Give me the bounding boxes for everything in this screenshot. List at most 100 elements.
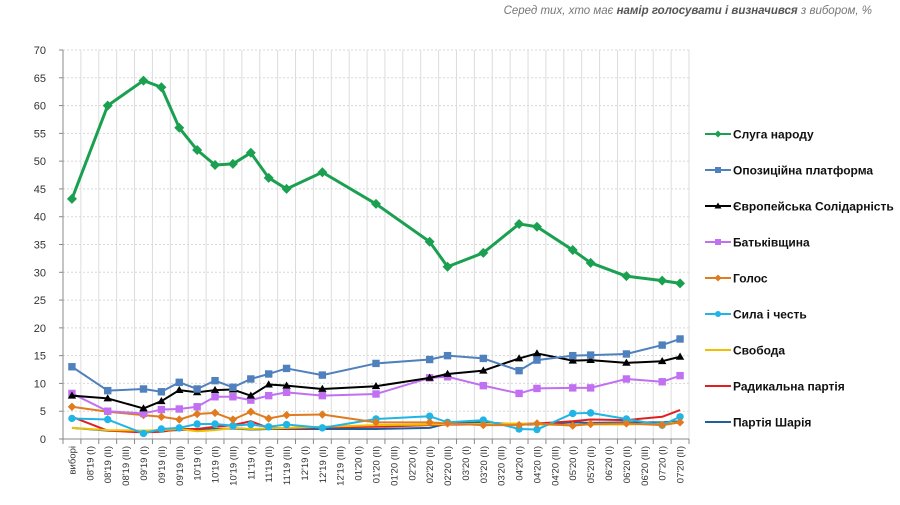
data-point — [67, 391, 77, 399]
data-point — [675, 352, 685, 360]
x-tick-label: 04'20 (II) — [532, 446, 543, 483]
legend-marker — [714, 202, 722, 209]
data-point — [318, 424, 327, 432]
data-point — [657, 357, 667, 365]
data-point — [568, 356, 577, 364]
data-point — [514, 218, 525, 229]
data-point — [371, 418, 381, 427]
data-point — [479, 420, 488, 430]
data-point — [657, 420, 667, 430]
legend-label: Сила і честь — [733, 308, 807, 322]
data-point — [138, 75, 149, 86]
data-point — [658, 378, 666, 386]
data-point — [227, 158, 238, 169]
data-point — [102, 100, 113, 111]
data-point — [371, 382, 381, 390]
y-tick-label: 60 — [34, 101, 46, 113]
x-tick-label: 10'19 (I) — [193, 446, 204, 481]
data-point — [263, 172, 274, 183]
x-tick-label: 01'20 (I) — [354, 446, 365, 481]
data-point — [175, 378, 183, 387]
data-point — [479, 381, 488, 390]
legend-label: Радикальна партія — [733, 380, 845, 394]
x-tick-label: 07'20 (II) — [676, 446, 687, 483]
legend-label: Європейська Солідарність — [733, 200, 894, 214]
data-point — [586, 384, 595, 392]
data-point — [193, 385, 201, 393]
data-point — [425, 412, 434, 420]
x-tick-label: 01'20 (II) — [372, 446, 383, 483]
data-point — [622, 358, 631, 366]
data-point — [514, 420, 524, 430]
data-point — [533, 425, 541, 434]
data-point — [478, 247, 489, 258]
data-point — [676, 371, 684, 380]
data-point — [229, 383, 237, 392]
x-tick-label: 08'19 (I) — [85, 446, 96, 481]
data-point — [68, 363, 76, 371]
data-point — [282, 420, 291, 429]
data-point — [425, 355, 434, 364]
data-point — [264, 391, 273, 400]
data-point — [443, 351, 452, 360]
y-tick-label: 25 — [34, 295, 46, 307]
data-point — [318, 410, 327, 419]
data-point — [318, 371, 327, 379]
x-tick-label: 03'20 (II) — [479, 446, 490, 483]
data-point — [479, 354, 488, 363]
x-tick-label: виборі — [67, 446, 78, 474]
y-tick-label: 35 — [34, 240, 46, 252]
data-point — [443, 369, 452, 377]
data-point — [210, 160, 221, 171]
data-point — [139, 404, 148, 412]
x-tick-label: 03'20 (III) — [497, 446, 508, 486]
data-point — [139, 409, 148, 418]
legend-label: Слуга народу — [733, 128, 814, 142]
data-point — [442, 261, 453, 272]
data-point — [246, 391, 255, 399]
data-point — [318, 384, 327, 392]
data-point — [585, 257, 596, 268]
x-tick-label: 03'20 (I) — [461, 446, 472, 481]
data-point — [424, 236, 435, 247]
data-point — [157, 425, 166, 433]
y-tick-label: 65 — [34, 73, 46, 85]
legend-label: Батьківщина — [733, 236, 810, 250]
x-tick-label: 08'19 (II) — [103, 446, 114, 483]
data-point — [567, 245, 578, 256]
subtitle-part: з вибором, % — [797, 5, 872, 17]
data-point — [515, 389, 523, 398]
y-tick-label: 20 — [34, 323, 46, 335]
data-point — [228, 415, 238, 424]
data-point — [425, 418, 434, 427]
legend-marker — [715, 167, 721, 173]
data-point — [622, 350, 631, 358]
data-point — [66, 193, 77, 204]
y-tick-label: 50 — [34, 156, 46, 168]
x-tick-label: 04'20 (I) — [515, 446, 526, 481]
x-tick-label: 11'19 (III) — [282, 446, 293, 485]
data-point — [175, 385, 184, 394]
data-point — [479, 366, 488, 374]
x-tick-label: 06'20 (III) — [640, 446, 651, 486]
y-tick-label: 30 — [34, 267, 46, 279]
data-point — [229, 421, 237, 430]
y-tick-label: 55 — [34, 128, 46, 140]
data-point — [658, 341, 666, 349]
data-point — [211, 393, 219, 401]
series-line — [70, 79, 681, 285]
data-point — [247, 396, 255, 404]
data-point — [586, 409, 595, 417]
data-point — [586, 351, 595, 359]
data-point — [175, 424, 183, 432]
data-point — [281, 183, 292, 194]
data-point — [621, 271, 632, 282]
x-tick-label: 12'19 (II) — [318, 446, 329, 483]
x-tick-label: 02'20 (I) — [407, 446, 418, 481]
data-point — [586, 355, 595, 364]
data-point — [245, 147, 256, 158]
data-point — [569, 409, 577, 418]
data-point — [514, 354, 524, 362]
data-point — [675, 418, 685, 427]
